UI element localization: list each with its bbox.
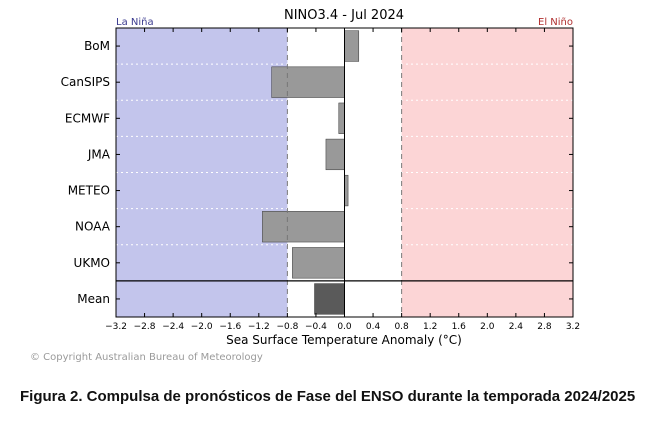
x-tick-label: −2.8 <box>134 322 156 332</box>
bar-noaa <box>262 211 345 243</box>
x-tick-label: −0.8 <box>276 322 298 332</box>
x-tick-label: 0.4 <box>366 322 381 332</box>
enso-chart: NINO3.4 - Jul 2024 La Niña El Niño BoM Ca… <box>61 8 581 347</box>
x-axis-label: Sea Surface Temperature Anomaly (°C) <box>226 333 462 347</box>
y-tick-label: BoM <box>84 39 110 53</box>
y-tick-label: JMA <box>87 147 111 161</box>
x-tick-label: 3.2 <box>566 322 580 332</box>
y-tick-label: METEO <box>68 184 110 198</box>
x-tick-label: 2.8 <box>537 322 552 332</box>
bar-ecmwf <box>338 102 345 134</box>
bar-jma <box>325 138 345 171</box>
el-nino-label: El Niño <box>538 17 573 28</box>
x-tick-label: −1.6 <box>219 322 241 332</box>
x-tick-label: −2.4 <box>162 322 184 332</box>
copyright-notice: © Copyright Australian Bureau of Meteoro… <box>30 352 263 363</box>
la-nina-label: La Niña <box>116 17 154 28</box>
y-tick-label: NOAA <box>75 220 111 234</box>
chart-title: NINO3.4 - Jul 2024 <box>284 8 404 23</box>
x-tick-label: 2.0 <box>480 322 495 332</box>
x-tick-label: 0.8 <box>394 322 409 332</box>
x-tick-label: 1.2 <box>423 322 437 332</box>
bar-meteo <box>344 174 349 207</box>
figure-caption: Figura 2. Compulsa de pronósticos de Fas… <box>20 388 636 405</box>
x-tick-label: 0.0 <box>337 322 352 332</box>
y-tick-label: CanSIPS <box>61 75 110 89</box>
x-tick-label: −2.0 <box>191 322 213 332</box>
bar-ukmo <box>292 247 345 279</box>
mean-bar <box>314 283 345 315</box>
y-tick-label: ECMWF <box>65 111 110 125</box>
x-tick-label: 2.4 <box>509 322 524 332</box>
x-tick-label: −0.4 <box>305 322 327 332</box>
x-tick-label: 1.6 <box>452 322 467 332</box>
x-tick-label: −1.2 <box>248 322 270 332</box>
y-tick-label: UKMO <box>74 256 110 270</box>
x-tick-label: −3.2 <box>105 322 127 332</box>
bar-cansips <box>271 66 345 98</box>
y-tick-label: Mean <box>77 292 110 306</box>
bar-bom <box>344 30 360 62</box>
